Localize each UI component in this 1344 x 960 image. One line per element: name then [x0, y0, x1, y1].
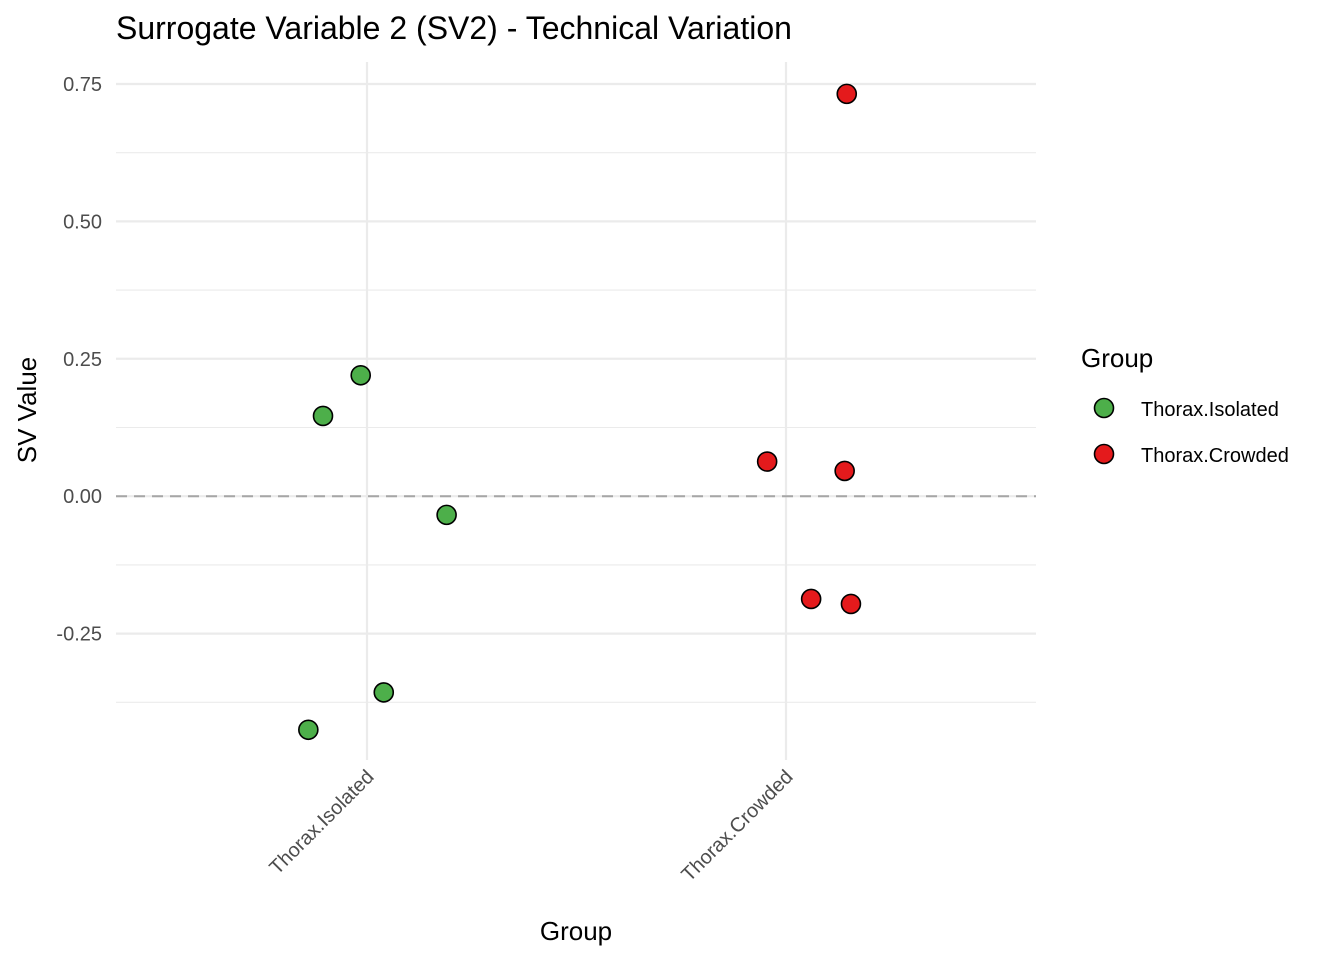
legend-label: Thorax.Isolated [1141, 399, 1279, 421]
data-point [298, 719, 319, 741]
y-tick-label: 0.50 [63, 211, 102, 233]
x-axis-categories: Thorax.Isolated Thorax.Crowded [265, 766, 797, 886]
legend-title: Group [1081, 343, 1153, 373]
y-tick-label: 0.25 [63, 349, 102, 371]
data-point [436, 504, 457, 526]
data-point [756, 451, 778, 472]
y-tick-label: -0.25 [56, 624, 102, 646]
legend-key [1093, 397, 1115, 419]
grid-lines [116, 62, 1036, 760]
data-point [350, 364, 372, 386]
legend: Group Thorax.Isolated Thorax.Crowded [1081, 343, 1289, 467]
legend-entries: Thorax.Isolated Thorax.Crowded [1093, 397, 1289, 467]
data-point [800, 588, 822, 610]
x-axis-title: Group [540, 916, 612, 946]
x-tick-label: Thorax.Isolated [265, 766, 378, 879]
y-axis-ticks: -0.25 0.00 0.25 0.50 0.75 [56, 74, 102, 646]
y-tick-label: 0.00 [63, 486, 102, 508]
data-point [836, 83, 858, 105]
data-point [840, 593, 862, 615]
legend-label: Thorax.Crowded [1141, 445, 1289, 467]
data-point [312, 405, 334, 427]
y-tick-label: 0.75 [63, 74, 102, 96]
data-point [834, 460, 855, 482]
legend-key [1093, 443, 1115, 465]
y-axis-title: SV Value [12, 357, 42, 463]
data-point [373, 682, 395, 703]
data-points [298, 83, 862, 741]
chart-title: Surrogate Variable 2 (SV2) - Technical V… [116, 10, 792, 46]
x-tick-label: Thorax.Crowded [677, 766, 797, 886]
